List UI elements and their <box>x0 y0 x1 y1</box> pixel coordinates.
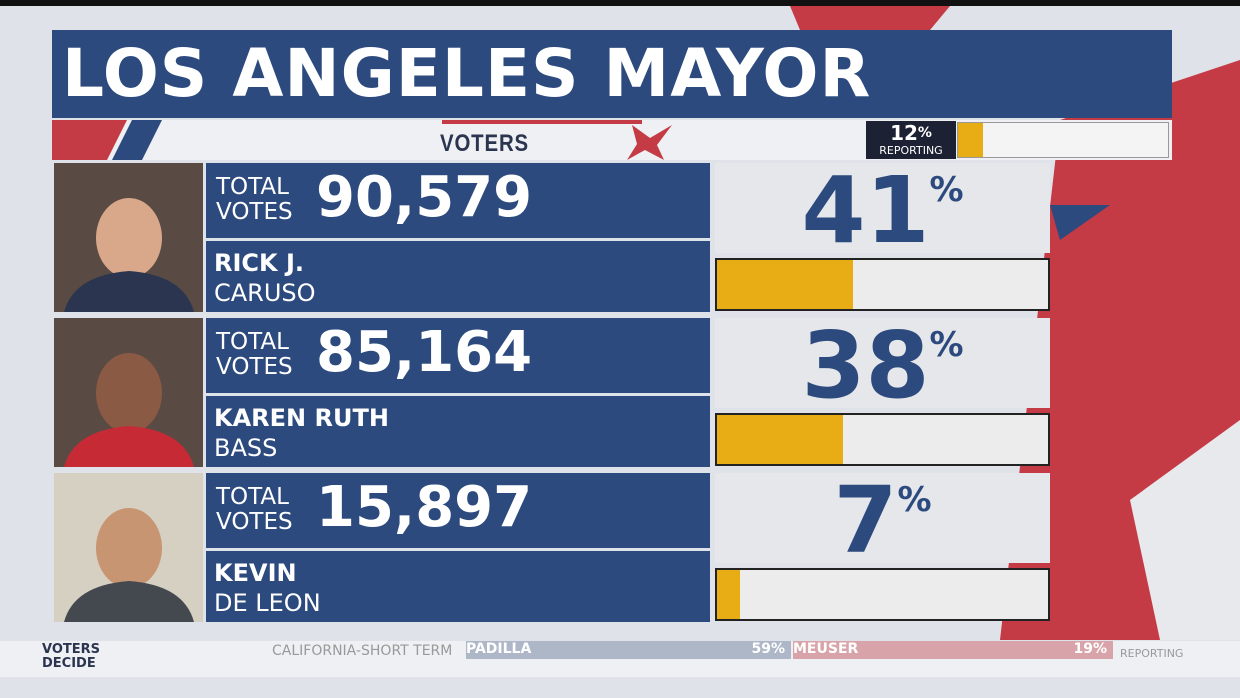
percent-number: 41 <box>801 157 930 264</box>
votes: 15,897 <box>316 475 533 540</box>
ticker-percent: 59% <box>751 641 785 657</box>
first-name: RICK J. <box>214 249 305 277</box>
percent-bar <box>715 568 1050 621</box>
percent-number: 38 <box>801 312 930 419</box>
reporting-value: 12% <box>866 121 956 145</box>
ticker-percent: 19% <box>1073 641 1107 657</box>
name-panel: KEVIN DE LEON <box>206 551 710 622</box>
percent-box: 41% <box>715 163 1050 257</box>
votes-caption: TOTAL <box>216 329 289 355</box>
stripes <box>52 120 672 160</box>
ticker: VOTERS DECIDE CALIFORNIA-SHORT TERM PADI… <box>0 641 1240 677</box>
reporting-bar <box>957 122 1169 158</box>
reporting-sign: % <box>917 125 932 141</box>
ticker-name: MEUSER <box>793 641 859 657</box>
votes-caption: VOTES <box>216 354 293 380</box>
percent-sign: % <box>929 325 964 365</box>
percent: 41% <box>715 165 1050 257</box>
name-panel: RICK J. CARUSO <box>206 241 710 312</box>
last-name: CARUSO <box>214 279 316 307</box>
last-name: BASS <box>214 434 278 462</box>
photo <box>54 473 203 622</box>
ticker-item: MEUSER 19% <box>793 641 1113 659</box>
title: LOS ANGELES MAYOR <box>52 30 1172 118</box>
photo <box>54 163 203 312</box>
ticker-brand: VOTERS DECIDE <box>42 642 101 671</box>
percent-box: 38% <box>715 318 1050 412</box>
votes: 90,579 <box>316 165 533 230</box>
portrait <box>54 163 203 312</box>
votes-caption: TOTAL <box>216 174 289 200</box>
reporting-fill <box>958 123 984 157</box>
percent-bar <box>715 413 1050 466</box>
portrait <box>54 318 203 467</box>
percent-sign: % <box>897 480 932 520</box>
percent-number: 7 <box>833 467 898 574</box>
reporting-number: 12 <box>890 121 918 145</box>
name-panel: KAREN RUTH BASS <box>206 396 710 467</box>
percent: 38% <box>715 320 1050 412</box>
percent-fill <box>717 570 741 619</box>
ticker-race: CALIFORNIA-SHORT TERM <box>272 643 453 659</box>
ticker-reporting: REPORTING <box>1120 647 1184 660</box>
percent-box: 7% <box>715 473 1050 567</box>
ticker-name: PADILLA <box>466 641 532 657</box>
votes-caption: VOTES <box>216 199 293 225</box>
percent-fill <box>717 260 853 309</box>
votes-panel: TOTAL VOTES 15,897 <box>206 473 710 548</box>
votes-caption: TOTAL <box>216 484 289 510</box>
photo <box>54 318 203 467</box>
first-name: KEVIN <box>214 559 297 587</box>
percent-sign: % <box>929 170 964 210</box>
ticker-item: PADILLA 59% <box>466 641 791 659</box>
percent: 7% <box>715 475 1050 567</box>
votes: 85,164 <box>316 320 533 385</box>
votes-caption: VOTES <box>216 509 293 535</box>
reporting-caption: REPORTING <box>879 144 943 157</box>
votes-panel: TOTAL VOTES 85,164 <box>206 318 710 393</box>
last-name: DE LEON <box>214 589 321 617</box>
percent-bar <box>715 258 1050 311</box>
top-strip <box>0 0 1240 6</box>
percent-fill <box>717 415 843 464</box>
votes-panel: TOTAL VOTES 90,579 <box>206 163 710 238</box>
first-name: KAREN RUTH <box>214 404 389 432</box>
reporting-box: 12% REPORTING <box>866 121 956 159</box>
brand: VOTERS DECIDE <box>440 130 529 201</box>
portrait <box>54 473 203 622</box>
